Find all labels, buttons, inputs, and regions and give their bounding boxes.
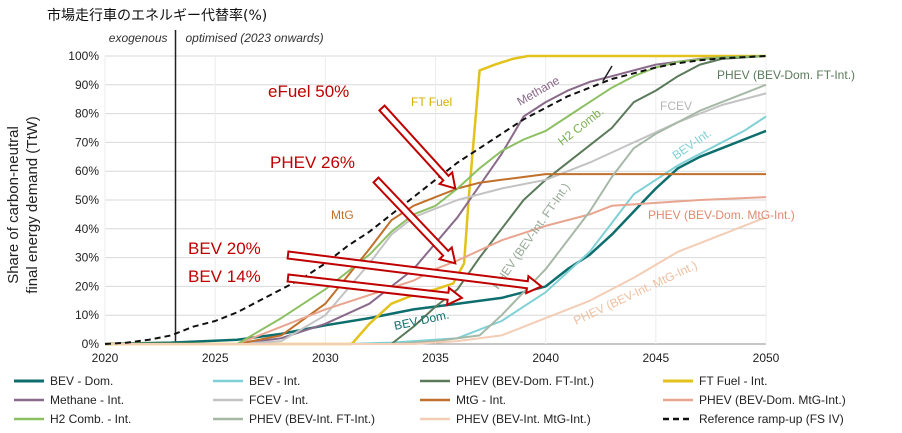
x-tick-label: 2030 [312, 351, 339, 365]
series-label-4: Methane [515, 73, 563, 109]
annotation-label-1: PHEV 26% [270, 153, 355, 172]
y-axis-title-line-1: Share of carbon-neutral [5, 126, 22, 284]
y-tick-label: 60% [75, 164, 99, 178]
x-ticks: 2020 2025 2030 2035 2040 2045 2050 [92, 351, 780, 365]
legend-label-5: FCEV - Int. [249, 393, 308, 407]
x-tick-label: 2050 [753, 351, 780, 365]
series-line-9 [105, 83, 767, 345]
legend-label-1: BEV - Int. [249, 374, 300, 388]
annotation-arrow-0 [377, 104, 457, 190]
x-tick-label: 2045 [642, 351, 669, 365]
series-line-11 [104, 55, 767, 345]
series-line-8 [105, 55, 767, 345]
series-label-5: FCEV [660, 99, 692, 113]
legend-label-3: FT Fuel - Int. [699, 374, 767, 388]
x-tick-label: 2020 [92, 351, 119, 365]
series-label-8: H2 Comb. [555, 104, 606, 148]
legend: BEV - Dom. BEV - Int. PHEV (BEV-Dom. FT-In… [14, 374, 846, 426]
series-label-6: MtG [331, 208, 354, 222]
annotation-arrow-1 [372, 176, 457, 265]
legend-label-6: MtG - Int. [456, 393, 506, 407]
y-tick-label: 40% [75, 222, 99, 236]
annotation-label-3: BEV 14% [188, 267, 261, 286]
legend-label-2: PHEV (BEV-Dom. FT-Int.) [456, 374, 594, 388]
series-line-5 [105, 92, 767, 345]
annotation-label-2: BEV 20% [188, 239, 261, 258]
y-tick-label: 100% [68, 49, 99, 63]
y-ticks: 0% 10% 20% 30% 40% 50% 60% 70% 80% 90% 100% [68, 49, 99, 351]
grid [104, 55, 767, 345]
annotations: eFuel 50% PHEV 26% BEV 20% BEV 14% [188, 82, 544, 307]
series-line-10 [105, 216, 767, 345]
y-tick-label: 90% [75, 78, 99, 92]
methane-marker [602, 65, 613, 82]
series-line-2 [105, 55, 767, 345]
legend-label-0: BEV - Dom. [50, 374, 113, 388]
series-label-2: PHEV (BEV-Dom. FT-Int.) [717, 68, 855, 82]
y-tick-label: 10% [75, 308, 99, 322]
legend-label-4: Methane - Int. [50, 393, 124, 407]
series-line-6 [105, 173, 766, 345]
series-line-0 [104, 129, 767, 346]
y-tick-label: 20% [75, 279, 99, 293]
legend-label-8: H2 Comb. - Int. [50, 412, 131, 426]
legend-label-11: Reference ramp-up (FS IV) [699, 412, 844, 426]
x-tick-label: 2025 [202, 351, 229, 365]
annotation-label-0: eFuel 50% [268, 82, 349, 101]
y-axis-title-line-2: final energy demand (TtW) [24, 116, 41, 294]
legend-label-7: PHEV (BEV-Dom. MtG-Int.) [699, 393, 846, 407]
series-label-3: FT Fuel [411, 95, 452, 109]
regions: exogenous optimised (2023 onwards) [109, 30, 324, 344]
annotation-arrow-3 [286, 273, 464, 307]
y-axis-title: Share of carbon-neutral final energy dem… [5, 116, 41, 294]
exogenous-label: exogenous [109, 31, 168, 45]
y-tick-label: 50% [75, 193, 99, 207]
series-label-10: PHEV (BEV-Int. MtG-Int.) [571, 258, 699, 328]
y-tick-label: 80% [75, 107, 99, 121]
series-label-1: BEV-Int. [670, 126, 714, 163]
legend-label-9: PHEV (BEV-Int. FT-Int.) [249, 412, 375, 426]
chart-title: 市場走行車のエネルギー代替率(%) [47, 7, 267, 24]
series-line-1 [105, 115, 767, 345]
y-tick-label: 70% [75, 135, 99, 149]
optimised-label: optimised (2023 onwards) [186, 31, 324, 45]
x-tick-label: 2040 [532, 351, 559, 365]
series-lines [104, 54, 767, 346]
legend-label-10: PHEV (BEV-Int. MtG-Int.) [456, 412, 591, 426]
y-tick-label: 30% [75, 251, 99, 265]
annotation-arrow-2 [286, 250, 544, 295]
series-label-7: PHEV (BEV-Dom. MtG-Int.) [648, 208, 795, 222]
series-line-7 [105, 196, 767, 345]
y-tick-label: 0% [82, 337, 100, 351]
x-tick-label: 2035 [422, 351, 449, 365]
